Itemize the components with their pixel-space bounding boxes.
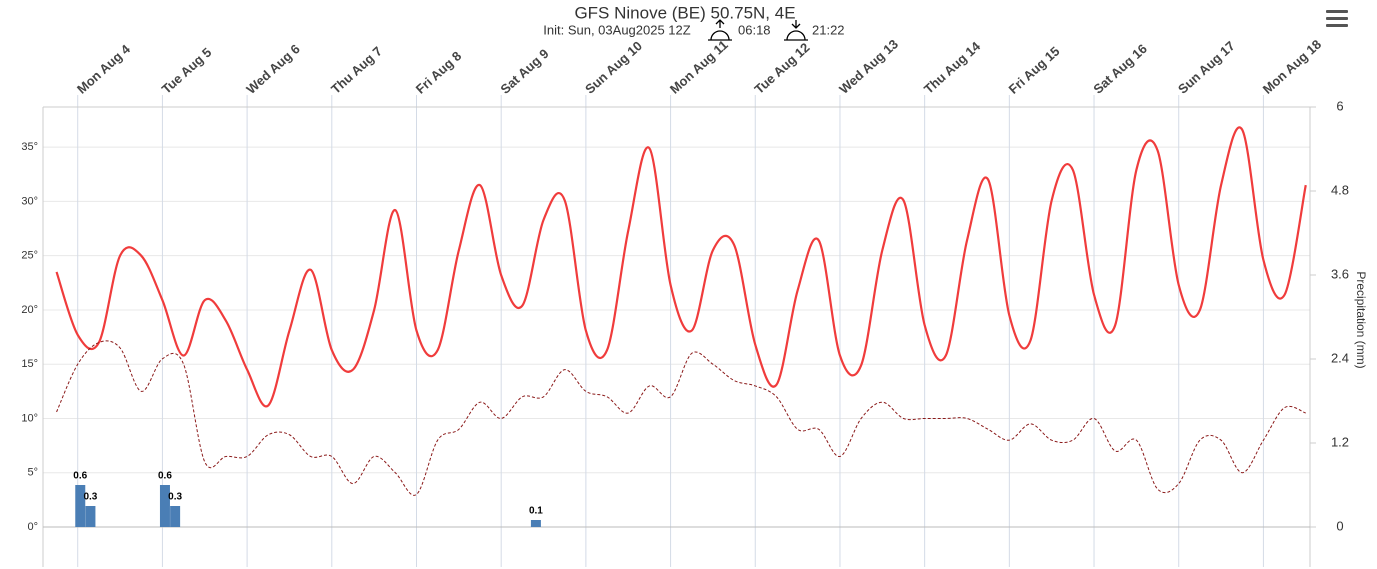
y2-axis-title: Precipitation (mm) [1354,271,1368,368]
chart-subtitle: Init: Sun, 03Aug2025 12Z [543,22,691,37]
chart-title: GFS Ninove (BE) 50.75N, 4E [574,3,795,22]
line-0 [55,126,1307,408]
x-tick-label: Tue Aug 12 [752,40,813,97]
menu-button[interactable] [1326,10,1348,27]
precip-label: 0.1 [529,506,543,517]
sunset-icon [784,20,808,41]
x-tick-label: Thu Aug 14 [921,38,984,97]
y-tick-label: 0° [27,521,38,533]
precip-bar [159,485,170,527]
line-1 [56,340,1306,496]
x-tick-label: Mon Aug 18 [1260,37,1324,97]
y-tick-label: 10° [21,412,38,424]
y-tick-label: 15° [21,358,38,370]
y-tick-label: 25° [21,250,38,262]
y2-tick-label: 4.8 [1331,182,1349,197]
x-tick-label: Wed Aug 13 [836,36,901,96]
y-tick-label: 20° [21,304,38,316]
y-tick-label: 35° [21,141,38,153]
y2-tick-label: 6 [1336,98,1343,113]
x-tick-label: Mon Aug 4 [74,41,134,97]
precip-bar [85,506,96,527]
y2-tick-label: 1.2 [1331,434,1349,449]
precip-bar [170,506,181,527]
y-tick-label: 30° [21,195,38,207]
x-tick-label: Sun Aug 17 [1175,38,1238,97]
x-tick-label: Sun Aug 10 [582,38,645,97]
sunrise-time: 06:18 [738,22,771,37]
precip-label: 0.3 [168,492,182,503]
x-tick-label: Fri Aug 15 [1006,43,1063,96]
y2-tick-label: 2.4 [1331,350,1349,365]
x-tick-label: Sat Aug 16 [1090,41,1150,97]
precip-bar [530,520,541,527]
y-tick-label: 5° [27,467,38,479]
precip-label: 0.6 [73,471,87,482]
x-tick-label: Fri Aug 8 [413,48,465,97]
y2-tick-label: 0 [1336,518,1343,533]
sunset-time: 21:22 [812,22,845,37]
precip-label: 0.6 [158,471,172,482]
x-tick-label: Wed Aug 6 [243,41,302,97]
x-tick-label: Tue Aug 5 [159,45,215,97]
y2-tick-label: 3.6 [1331,266,1349,281]
precip-bar [75,485,86,527]
x-tick-label: Sat Aug 9 [497,46,551,97]
x-tick-label: Thu Aug 7 [328,43,385,96]
sunrise-icon [708,19,732,41]
precip-label: 0.3 [83,492,97,503]
x-tick-label: Mon Aug 11 [667,37,731,97]
